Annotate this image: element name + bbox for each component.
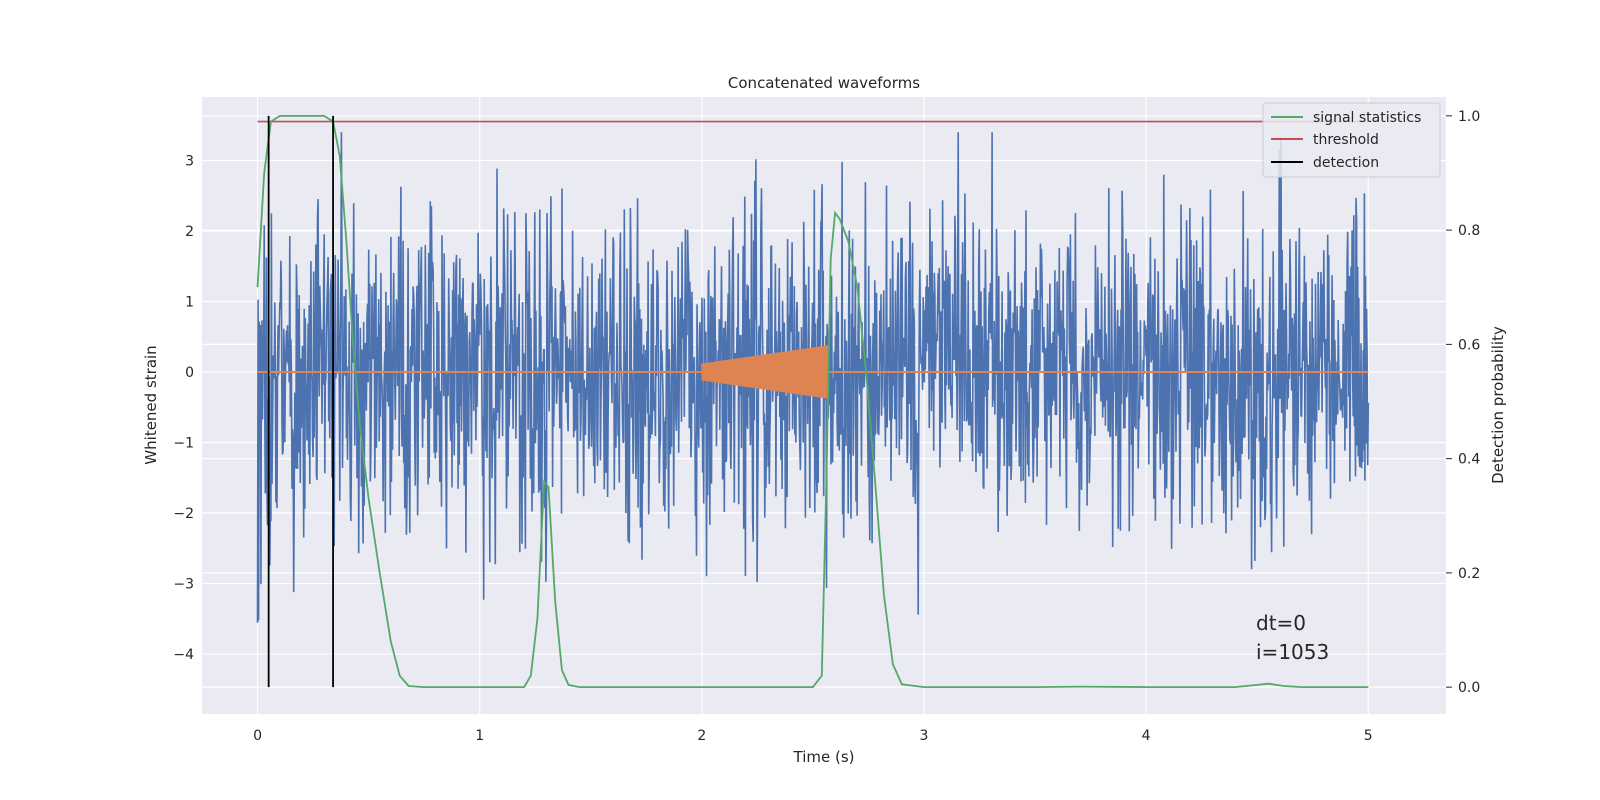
legend-label-threshold: threshold	[1313, 132, 1379, 148]
x-axis-label: Time (s)	[793, 748, 855, 766]
y-tick-label: −2	[173, 506, 194, 522]
y2-tick-label: 0.8	[1458, 223, 1480, 239]
y2-tick-label: 0.0	[1458, 680, 1480, 696]
x-tick-label: 0	[253, 728, 262, 744]
y2-axis-label: Detection probability	[1489, 326, 1507, 484]
x-tick-label: 4	[1142, 728, 1151, 744]
x-tick-label: 1	[475, 728, 484, 744]
plot-area	[256, 115, 1370, 688]
y-axis-ticks: −4 −3 −2 −1 0 1 2 3	[173, 153, 194, 663]
y-tick-label: 3	[185, 153, 194, 169]
x-tick-label: 2	[697, 728, 706, 744]
x-tick-label: 5	[1364, 728, 1373, 744]
annotation-index: i=1053	[1256, 640, 1329, 664]
y2-axis-ticks: 0.0 0.2 0.4 0.6 0.8 1.0	[1446, 109, 1480, 696]
y-tick-label: 1	[185, 294, 194, 310]
x-axis-ticks: 0 1 2 3 4 5	[253, 728, 1373, 744]
y2-tick-label: 0.2	[1458, 566, 1480, 582]
annotation-dt: dt=0	[1256, 611, 1306, 635]
y-tick-label: 0	[185, 365, 194, 381]
x-tick-label: 3	[920, 728, 929, 744]
legend-label-signal-statistics: signal statistics	[1313, 110, 1421, 126]
legend-label-detection: detection	[1313, 155, 1379, 171]
y-tick-label: −3	[173, 577, 194, 593]
y-tick-label: −1	[173, 436, 194, 452]
y2-tick-label: 1.0	[1458, 109, 1480, 125]
chart-title: Concatenated waveforms	[728, 74, 920, 92]
legend-box	[1262, 102, 1441, 178]
signal-statistics-line	[256, 115, 1369, 688]
y2-tick-label: 0.4	[1458, 452, 1480, 468]
y2-tick-label: 0.6	[1458, 337, 1480, 353]
y-tick-label: 2	[185, 224, 194, 240]
y-tick-label: −4	[173, 647, 194, 663]
legend: signal statistics threshold detection	[1262, 102, 1441, 178]
injection-series	[701, 345, 830, 399]
y-axis-label: Whitened strain	[142, 345, 160, 464]
